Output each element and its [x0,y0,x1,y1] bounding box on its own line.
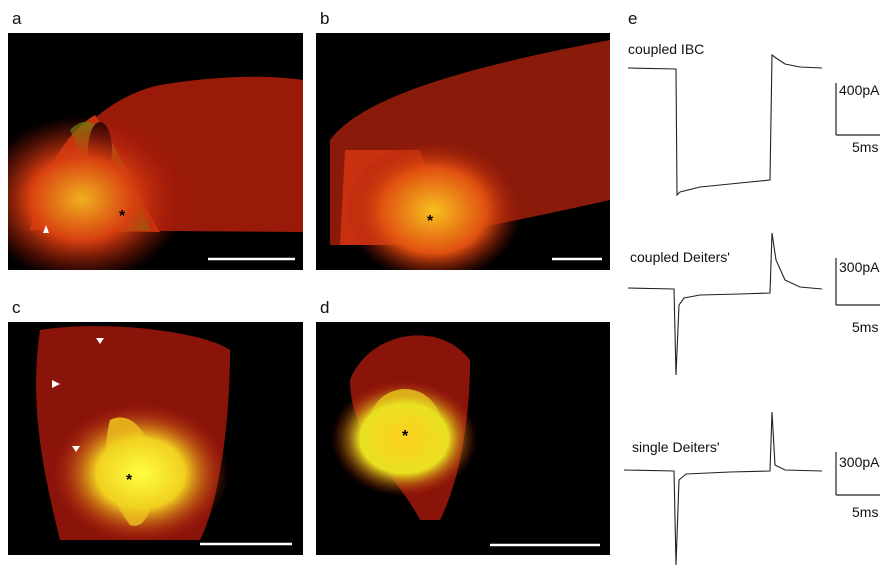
current-scale: 300pA [839,259,880,275]
current-scale: 300pA [839,454,880,470]
time-scale: 5ms [852,139,878,155]
panel-label: c [12,298,21,317]
image-b [316,33,610,270]
image-c [8,322,303,555]
current-scale: 400pA [839,82,880,98]
time-scale: 5ms [852,319,878,335]
figure: a b c d e * * * * coupled IBC 400pA 5ms … [0,0,889,566]
trace-label: coupled IBC [628,41,704,57]
image-d [316,322,610,555]
cell-marker: * [119,208,126,225]
panel-label: d [320,298,329,317]
panel-label: b [320,9,329,28]
trace-label: coupled Deiters' [630,249,730,265]
time-scale: 5ms [852,504,878,520]
cell-marker: * [402,428,409,445]
cell-marker: * [427,213,434,230]
panel-label: e [628,9,637,28]
cell-marker: * [126,472,133,489]
image-a [8,33,303,270]
panel-label: a [12,9,22,28]
trace [628,55,822,195]
trace-label: single Deiters' [632,439,720,455]
trace [624,412,822,565]
